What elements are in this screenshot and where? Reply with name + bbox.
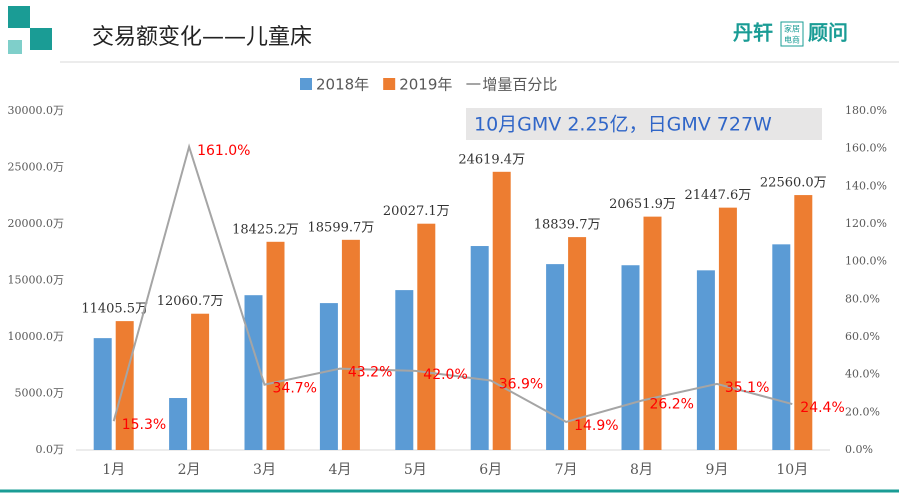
- bar: [191, 313, 210, 450]
- data-label: 18839.7万: [534, 218, 601, 233]
- data-label: 18425.2万: [232, 222, 299, 237]
- data-label: 11405.5万: [81, 302, 148, 317]
- y2-tick-label: 40.0%: [845, 368, 880, 381]
- x-tick-label: 3月: [253, 462, 276, 478]
- y2-tick-label: 120.0%: [845, 217, 887, 230]
- x-tick-label: 4月: [328, 462, 351, 478]
- data-label: 161.0%: [197, 143, 250, 159]
- bar: [169, 398, 188, 450]
- logo-box: [780, 21, 804, 47]
- data-label: 12060.7万: [157, 294, 224, 309]
- deco-square: [8, 6, 30, 28]
- data-label: 22560.0万: [760, 176, 827, 191]
- data-label: 15.3%: [122, 417, 166, 433]
- data-label: 24.4%: [800, 400, 844, 416]
- y-tick-label: 30000.0万: [8, 104, 65, 117]
- y2-tick-label: 180.0%: [845, 104, 887, 117]
- logo-text: 顾问: [808, 21, 848, 45]
- x-tick-label: 9月: [705, 462, 728, 478]
- y2-tick-label: 60.0%: [845, 330, 880, 343]
- bar: [621, 265, 640, 450]
- bar: [794, 195, 813, 450]
- y-tick-label: 10000.0万: [8, 330, 65, 343]
- bar: [492, 171, 511, 450]
- data-label: 26.2%: [650, 397, 694, 413]
- x-tick-label: 6月: [479, 462, 502, 478]
- bar: [417, 223, 436, 450]
- data-label: 24619.4万: [458, 152, 525, 167]
- legend-swatch: [383, 78, 396, 90]
- line: [112, 143, 793, 424]
- y-tick-label: 0.0万: [36, 443, 65, 456]
- bar: [470, 246, 489, 450]
- bar: [718, 207, 737, 450]
- bar: [266, 241, 285, 450]
- x-tick-label: 10月: [776, 462, 808, 478]
- y2-tick-label: 20.0%: [845, 405, 880, 418]
- annotation: 10月GMV 2.25亿，日GMV 727W: [474, 114, 772, 136]
- x-tick-label: 2月: [178, 462, 201, 478]
- y-tick-label: 25000.0万: [8, 161, 65, 174]
- y2-tick-label: 140.0%: [845, 179, 887, 192]
- legend-swatch: [300, 78, 312, 90]
- deco-square: [8, 40, 22, 54]
- annotation-box: [466, 108, 822, 140]
- bar: [546, 264, 565, 450]
- deco-square: [30, 28, 52, 50]
- x-tick-label: 5月: [404, 462, 427, 478]
- data-label: 34.7%: [273, 381, 317, 397]
- x-tick-label: 8月: [630, 462, 653, 478]
- chart-title: 交易额变化——儿童床: [92, 25, 312, 50]
- logo-text: 丹轩: [733, 21, 773, 45]
- y-tick-label: 15000.0万: [8, 274, 65, 287]
- y-tick-label: 5000.0万: [15, 387, 65, 400]
- bar: [643, 216, 662, 450]
- bar: [696, 270, 715, 450]
- bar: [568, 237, 587, 450]
- legend-label: 2018年: [316, 76, 369, 94]
- logo-small: 家居: [784, 24, 800, 34]
- y2-tick-label: 80.0%: [845, 292, 880, 305]
- data-label: 20651.9万: [609, 197, 676, 212]
- legend-label: 2019年: [399, 76, 452, 94]
- data-label: 20027.1万: [383, 204, 450, 219]
- data-label: 21447.6万: [685, 188, 752, 203]
- data-label: 18599.7万: [308, 220, 375, 235]
- x-tick-label: 7月: [555, 462, 578, 478]
- bar: [341, 239, 360, 450]
- data-label: 35.1%: [725, 380, 769, 396]
- logo-small: 电商: [784, 35, 800, 45]
- data-label: 43.2%: [348, 365, 392, 381]
- bar: [115, 321, 134, 450]
- bar: [772, 244, 791, 450]
- data-label: 36.9%: [499, 377, 543, 393]
- y-tick-label: 20000.0万: [8, 217, 65, 230]
- y2-tick-label: 0.0%: [845, 443, 873, 456]
- legend-label: 增量百分比: [482, 76, 557, 94]
- y2-tick-label: 160.0%: [845, 142, 887, 155]
- data-label: 42.0%: [423, 367, 467, 383]
- data-label: 14.9%: [574, 418, 618, 434]
- x-tick-label: 1月: [102, 462, 125, 478]
- bar: [93, 338, 112, 450]
- bar: [319, 303, 338, 450]
- y2-tick-label: 100.0%: [845, 255, 887, 268]
